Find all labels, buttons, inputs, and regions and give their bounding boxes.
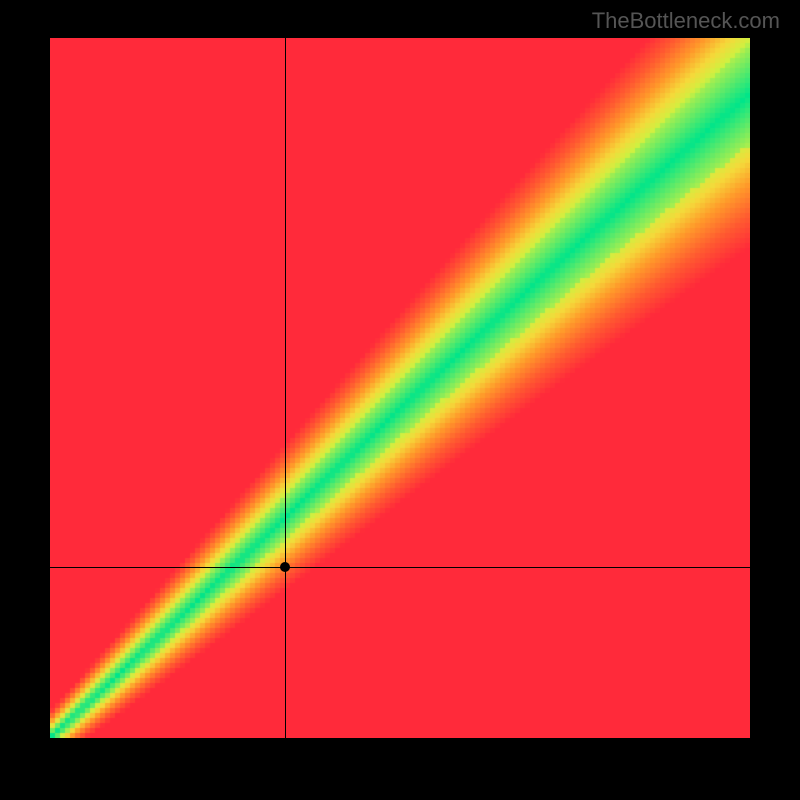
crosshair-horizontal [50, 567, 750, 568]
watermark-text: TheBottleneck.com [592, 8, 780, 34]
selected-point [280, 562, 290, 572]
bottleneck-heatmap [50, 38, 750, 738]
crosshair-vertical [285, 38, 286, 738]
heatmap-canvas [50, 38, 750, 738]
